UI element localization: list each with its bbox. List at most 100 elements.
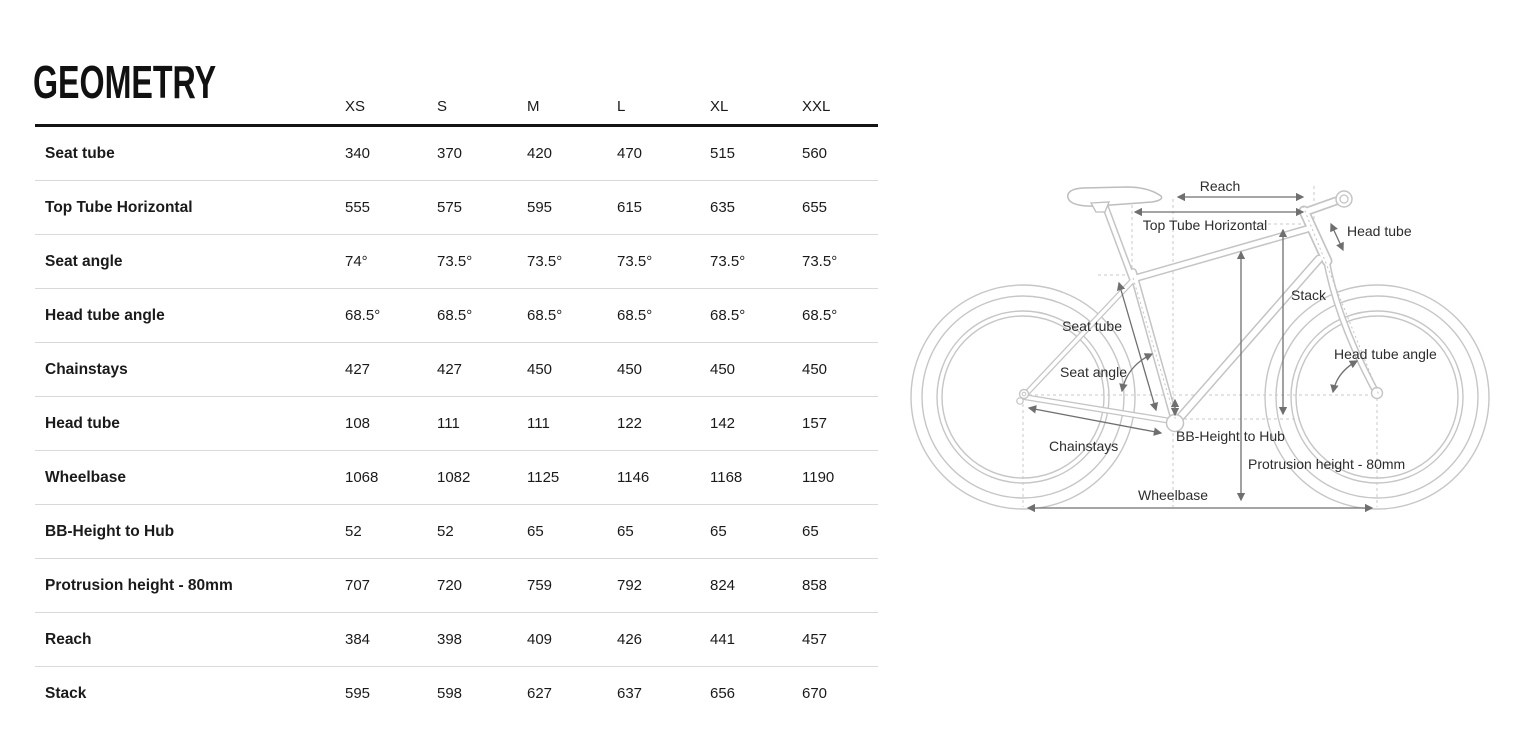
value-cell: 73.5° (617, 234, 710, 289)
value-cell: 384 (345, 612, 437, 667)
chainstays-label: Chainstays (1049, 438, 1118, 454)
value-cell: 1068 (345, 450, 437, 505)
value-cell: 142 (710, 396, 802, 451)
table-row: Protrusion height - 80mm 707 720 759 792 824 8… (35, 558, 878, 613)
value-cell: 656 (710, 685, 736, 702)
value-cell: 515 (710, 125, 802, 181)
table-row: Wheelbase 1068 1082 1125 1146 1168 1190 (35, 450, 878, 505)
table-row: Seat angle 74° 73.5° 73.5° 73.5° 73.5° 73.5° (35, 234, 878, 289)
table-row: Chainstays 427 427 450 450 450 450 (35, 342, 878, 397)
top-tube-horizontal-label: Top Tube Horizontal (1143, 217, 1268, 233)
table-row: Top Tube Horizontal 555 575 595 615 635 655 (35, 180, 878, 235)
value-cell: 1125 (527, 450, 617, 505)
value-cell: 52 (345, 504, 437, 559)
dimension-arrows (1026, 192, 1374, 513)
row-label: Protrusion height - 80mm (35, 558, 345, 613)
row-label: Chainstays (35, 342, 345, 397)
stack-label: Stack (1291, 287, 1327, 303)
geometry-table-body: Seat tube 340 370 420 470 515 560 Top Tube Hori… (35, 125, 878, 721)
value-cell: 73.5° (527, 234, 617, 289)
table-row: Reach 384 398 409 426 441 457 (35, 612, 878, 667)
row-label: Top Tube Horizontal (35, 180, 345, 235)
value-cell: 340 (345, 125, 437, 181)
size-header-xl: XL (710, 88, 802, 127)
value-cell: 595 (527, 180, 617, 235)
value-cell: 73.5° (437, 234, 527, 289)
value-cell: 409 (527, 612, 617, 667)
geometry-table: XS S M L XL XXL Seat tube 340 370 420 470 515 560 To… (35, 88, 878, 720)
value-cell: 427 (437, 342, 527, 397)
value-cell: 1146 (617, 450, 710, 505)
rear-hub (1018, 388, 1030, 400)
value-cell: 457 (802, 612, 878, 667)
head-tube-arrow (1330, 222, 1344, 252)
value-cell: 598 (437, 685, 463, 702)
value-cell: 68.5° (710, 288, 802, 343)
value-cell: 637 (617, 685, 643, 702)
value-cell: 450 (527, 342, 617, 397)
value-cell: 68.5° (527, 288, 617, 343)
seat-angle-label: Seat angle (1060, 364, 1127, 380)
value-cell: 73.5° (710, 234, 802, 289)
head-tube-label: Head tube (1347, 223, 1412, 239)
size-header-xxl: XXL (802, 88, 878, 127)
value-cell: 427 (345, 342, 437, 397)
value-cell: 65 (710, 504, 802, 559)
value-cell: 52 (437, 504, 527, 559)
value-cell: 575 (437, 180, 527, 235)
saddle-clamp (1089, 201, 1110, 213)
seat-tube-label: Seat tube (1062, 318, 1122, 334)
size-header-row: XS S M L XL XXL (35, 88, 878, 127)
value-cell: 824 (710, 558, 802, 613)
value-cell: 426 (617, 612, 710, 667)
value-cell: 720 (437, 558, 527, 613)
value-cell: 111 (437, 396, 527, 451)
table-row: BB-Height to Hub 52 52 65 65 65 65 (35, 504, 878, 559)
head-tube-angle-label: Head tube angle (1334, 346, 1437, 362)
row-label: Head tube (35, 396, 345, 451)
value-cell: 74° (345, 234, 437, 289)
value-cell: 108 (345, 396, 437, 451)
table-row: Head tube 108 111 111 122 142 157 (35, 396, 878, 451)
chainstays-arrow (1027, 405, 1163, 436)
row-label: Seat angle (35, 234, 345, 289)
table-row: Head tube angle 68.5° 68.5° 68.5° 68.5° 68.5°… (35, 288, 878, 343)
value-cell: 420 (527, 125, 617, 181)
value-cell: 441 (710, 612, 802, 667)
value-cell: 1082 (437, 450, 527, 505)
value-cell: 122 (617, 396, 710, 451)
value-cell: 470 (617, 125, 710, 181)
value-cell: 157 (802, 396, 878, 451)
row-label: BB-Height to Hub (35, 504, 345, 559)
value-cell: 627 (527, 685, 553, 702)
bb-height-to-hub-label: BB-Height to Hub (1176, 428, 1285, 444)
value-cell: 111 (527, 396, 617, 451)
saddle (1067, 186, 1163, 207)
reach-label: Reach (1200, 178, 1240, 194)
tube-axis-dotted (1132, 205, 1380, 422)
value-cell: 759 (527, 558, 617, 613)
value-cell: 65 (802, 504, 878, 559)
size-header-l: L (617, 88, 710, 127)
value-cell: 707 (345, 558, 437, 613)
size-header-s: S (437, 88, 527, 127)
bike-geometry-diagram: Reach Top Tube Horizontal Head tube Stac… (900, 140, 1539, 540)
row-label: Seat tube (35, 125, 345, 181)
value-cell: 68.5° (617, 288, 710, 343)
value-cell: 68.5° (345, 288, 437, 343)
value-cell: 65 (617, 504, 710, 559)
value-cell: 560 (802, 125, 878, 181)
front-dropout (1370, 386, 1384, 400)
value-cell: 450 (802, 342, 878, 397)
value-cell: 398 (437, 612, 527, 667)
value-cell: 595 (345, 685, 371, 702)
value-cell: 792 (617, 558, 710, 613)
table-row: Stack 595 598 627 637 656 670 (35, 667, 878, 721)
value-cell: 450 (710, 342, 802, 397)
value-cell: 1190 (802, 450, 878, 505)
protrusion-height-label: Protrusion height - 80mm (1248, 456, 1405, 472)
value-cell: 635 (710, 180, 802, 235)
value-cell: 670 (802, 685, 828, 702)
value-cell: 65 (527, 504, 617, 559)
